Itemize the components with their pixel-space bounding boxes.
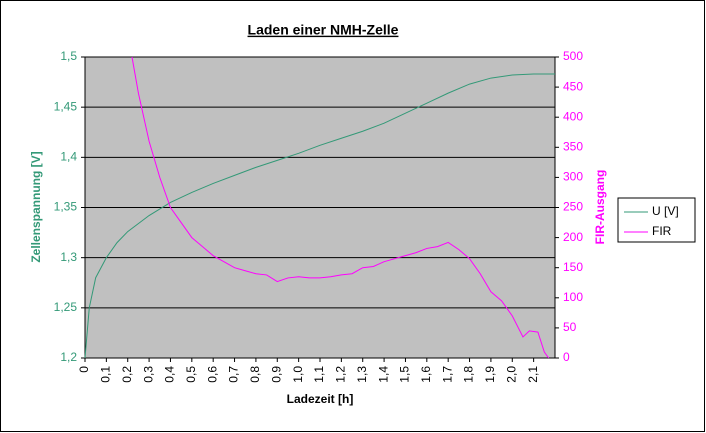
x-tick-label: 0,5 [184, 366, 198, 383]
series-line [131, 56, 549, 359]
x-tick-label: 0,1 [99, 366, 113, 383]
x-tick-label: 0,7 [227, 366, 241, 383]
x-tick-label: 0 [77, 366, 91, 373]
x-tick-label: 1,5 [398, 366, 412, 383]
x-tick-label: 1,2 [334, 366, 348, 383]
x-tick-label: 1,8 [462, 366, 476, 383]
x-tick-label: 0,8 [248, 366, 262, 383]
x-tick-label: 0,6 [205, 366, 219, 383]
y2-tick-label: 250 [563, 200, 583, 214]
y-tick-label: 1,4 [60, 150, 77, 164]
x-tick-label: 2,1 [526, 366, 540, 383]
x-axis-label: Ladezeit [h] [287, 392, 354, 406]
chart-title: Laden einer NMH-Zelle [248, 22, 399, 38]
legend-label: U [V] [652, 204, 679, 218]
x-tick-label: 0,4 [163, 366, 177, 383]
y2-tick-label: 100 [563, 290, 583, 304]
x-tick-label: 2,0 [504, 366, 518, 383]
y2-tick-label: 500 [563, 49, 583, 63]
y2-tick-label: 50 [563, 320, 577, 334]
y-tick-label: 1,35 [54, 200, 78, 214]
legend [617, 197, 696, 243]
x-tick-label: 1,1 [312, 366, 326, 383]
legend-label: FIR [652, 224, 672, 238]
x-tick-label: 1,7 [440, 366, 454, 383]
y-tick-label: 1,45 [54, 99, 78, 113]
y-tick-label: 1,3 [60, 250, 77, 264]
x-tick-label: 0,9 [269, 366, 283, 383]
x-tick-label: 1,9 [483, 366, 497, 383]
series-line [84, 73, 555, 359]
y-tick-label: 1,5 [60, 49, 77, 63]
x-tick-label: 1,3 [355, 366, 369, 383]
x-tick-label: 1,6 [419, 366, 433, 383]
y2-tick-label: 200 [563, 230, 583, 244]
y2-tick-label: 300 [563, 170, 583, 184]
y2-tick-label: 400 [563, 109, 583, 123]
x-tick-label: 0,3 [141, 366, 155, 383]
y2-tick-label: 450 [563, 79, 583, 93]
y2-axis-label: FIR-Ausgang [593, 170, 607, 245]
x-tick-label: 1,4 [376, 366, 390, 383]
y-axis-label: Zellenspannung [V] [29, 151, 43, 262]
y2-tick-label: 350 [563, 139, 583, 153]
x-tick-label: 0,2 [120, 366, 134, 383]
y-tick-label: 1,2 [60, 350, 77, 364]
y2-tick-label: 150 [563, 260, 583, 274]
y2-tick-label: 0 [563, 350, 570, 364]
y-tick-label: 1,25 [54, 300, 78, 314]
x-tick-label: 1,0 [291, 366, 305, 383]
